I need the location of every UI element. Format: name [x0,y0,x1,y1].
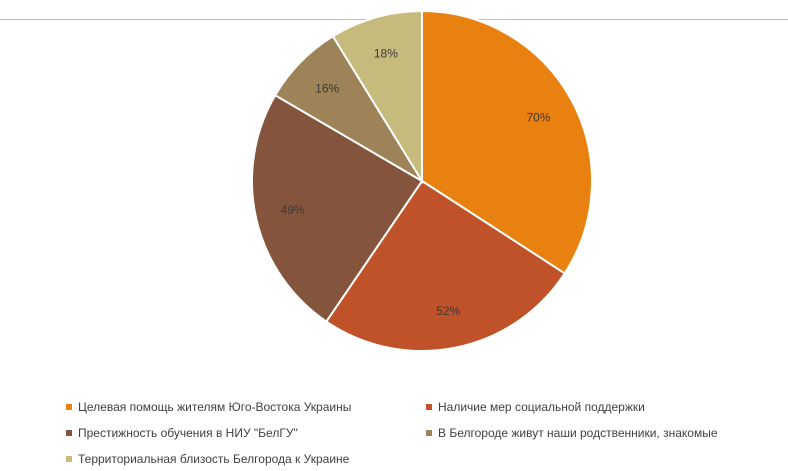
pie-slice-proximity [331,9,423,185]
pie-chart: 70% 52% 49% 16% 18% [251,9,593,352]
legend-label: В Белгороде живут наши родственники, зна… [438,426,718,440]
legend-item-prestige: Престижность обучения в НИУ "БелГУ" [66,426,298,440]
pie-slice-social-support [324,179,567,352]
pie-slice-prestige [251,93,424,323]
legend-item-proximity: Территориальная близость Белгорода к Укр… [66,452,349,466]
legend-label: Наличие мер социальной поддержки [438,400,645,414]
legend-swatch [66,430,72,436]
legend-item-relatives: В Белгороде живут наши родственники, зна… [426,426,718,440]
legend-item-social-support: Наличие мер социальной поддержки [426,400,645,414]
legend-label: Целевая помощь жителям Юго-Востока Украи… [78,400,352,414]
legend-swatch [66,404,72,410]
data-label-prestige: 49% [281,203,305,217]
legend-swatch [66,456,72,462]
legend-label: Территориальная близость Белгорода к Укр… [78,452,350,466]
legend-swatch [426,404,432,410]
legend-item-target-help: Целевая помощь жителям Юго-Востока Украи… [66,400,351,414]
data-label-proximity: 18% [374,46,398,60]
legend-label: Престижность обучения в НИУ "БелГУ" [78,426,298,440]
data-label-relatives: 16% [315,81,339,95]
data-label-target-help: 70% [526,111,550,125]
legend-swatch [426,430,432,436]
data-label-social-support: 52% [436,304,460,318]
